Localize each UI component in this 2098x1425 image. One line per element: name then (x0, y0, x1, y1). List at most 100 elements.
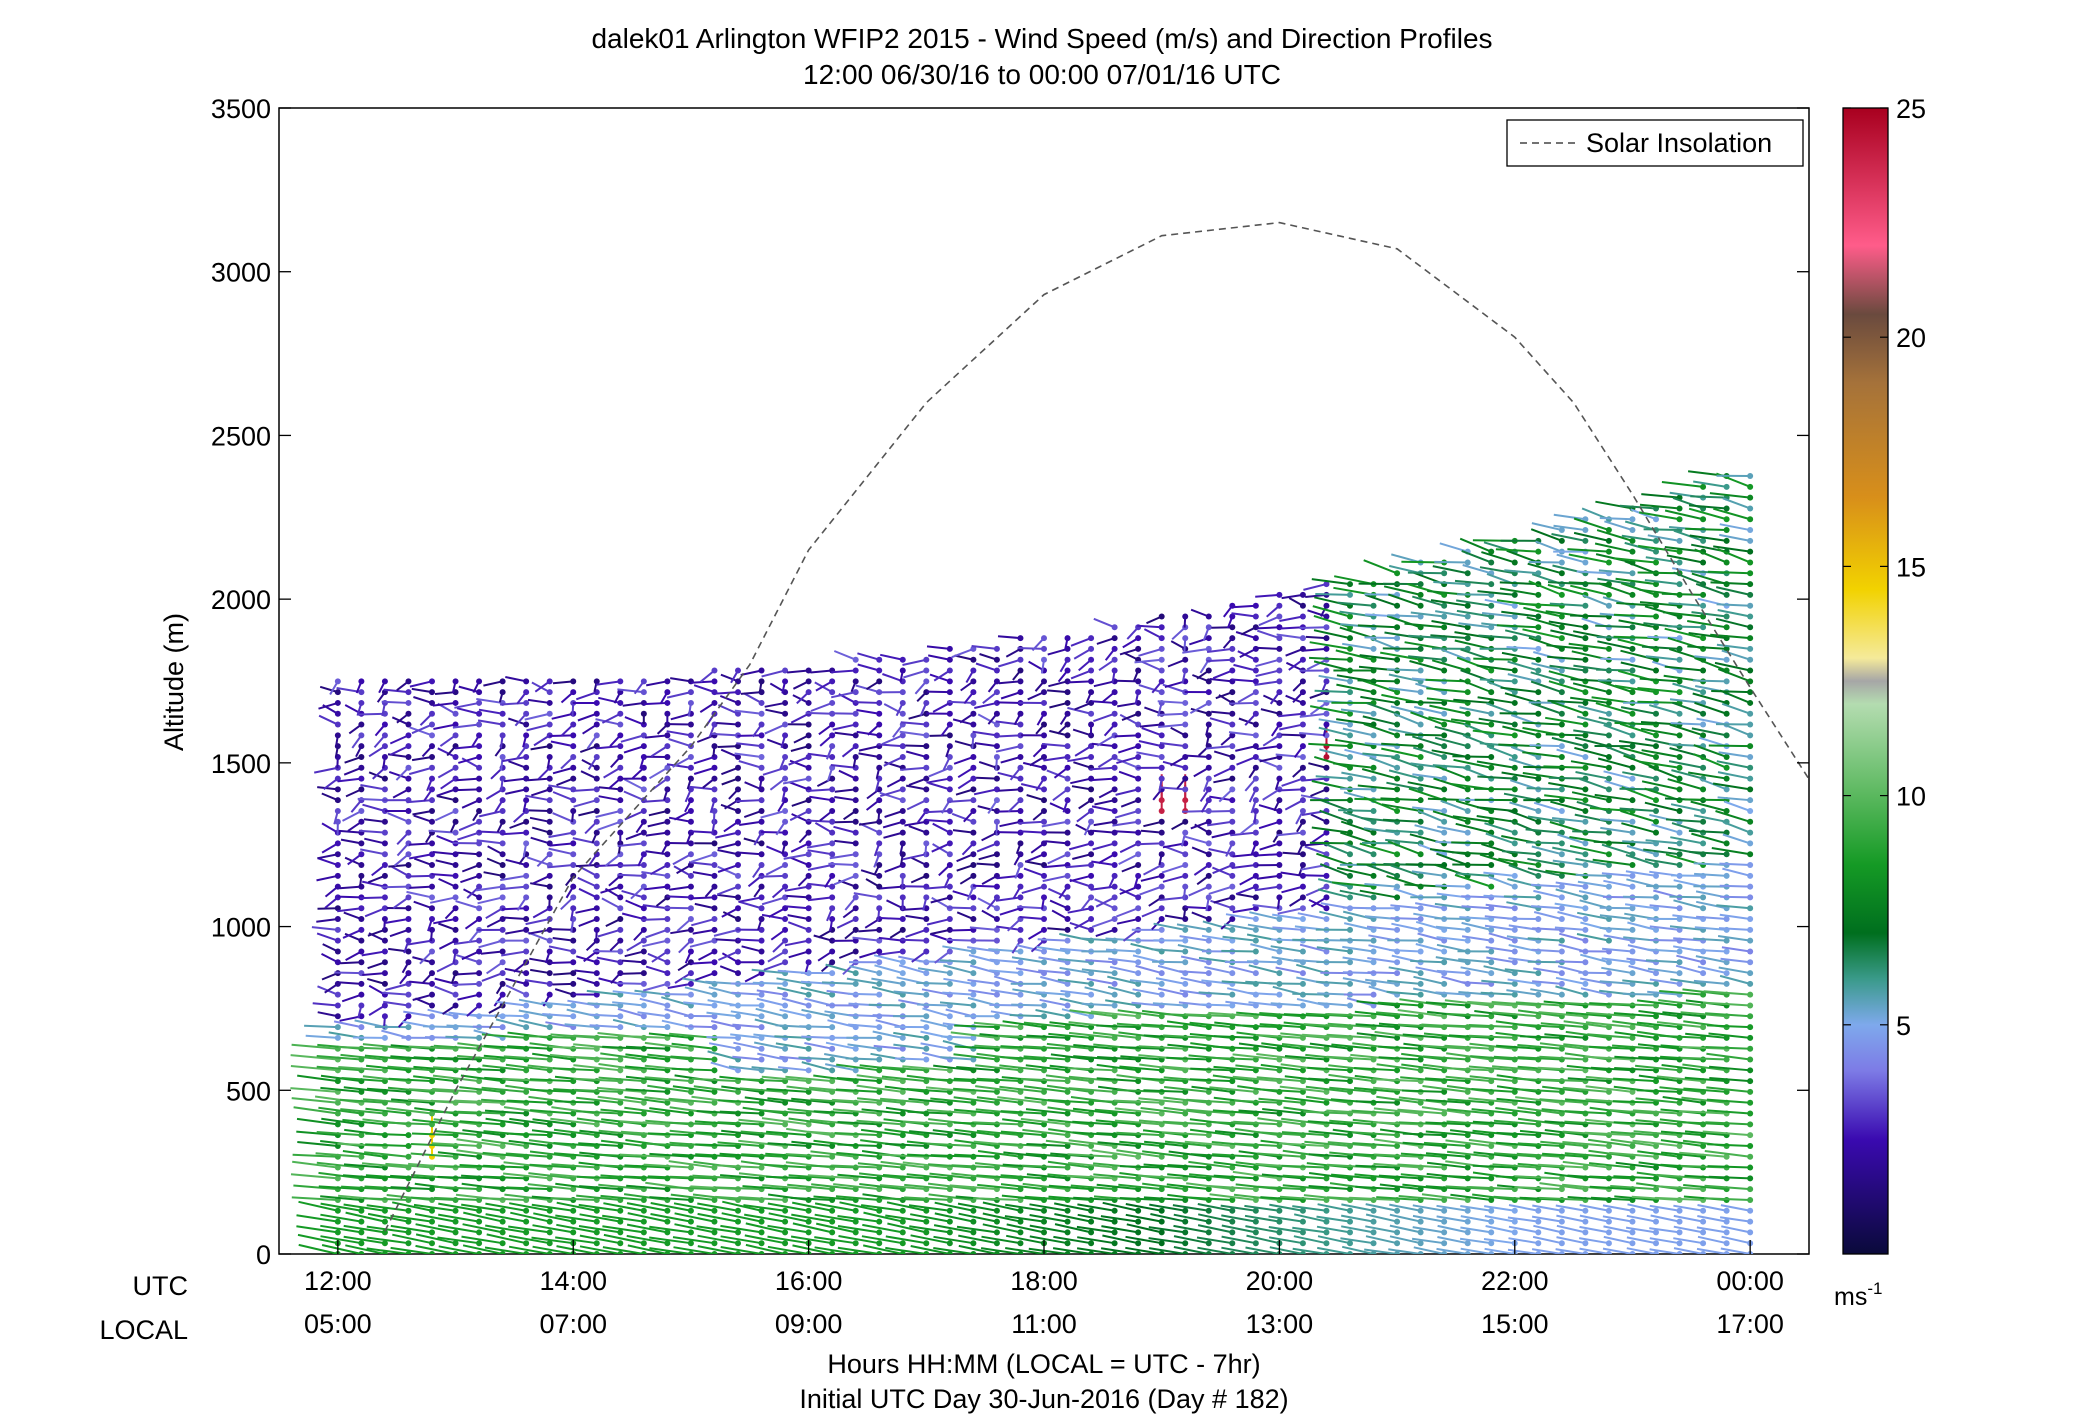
wind-barb-point (711, 1067, 718, 1074)
wind-barb-point (640, 753, 647, 760)
wind-barb-point (758, 775, 765, 782)
wind-barb-shaft (456, 788, 480, 792)
wind-barb-point (546, 1207, 553, 1214)
wind-barb-point (452, 732, 459, 739)
wind-barb-shaft (693, 1085, 739, 1093)
wind-barb-point (405, 1240, 412, 1247)
wind-barb-shaft (1019, 830, 1045, 834)
wind-barb-point (946, 1013, 953, 1020)
wind-barb-shaft (618, 864, 644, 867)
wind-barb-shaft (432, 1074, 480, 1083)
wind-barb-shaft (532, 1118, 574, 1126)
wind-barb-point (1111, 991, 1118, 998)
wind-barb-shaft (437, 747, 456, 758)
wind-barb-point (711, 872, 718, 879)
wind-barb-point (805, 1132, 812, 1139)
wind-barb-point (735, 807, 741, 814)
wind-barb-point (899, 840, 906, 847)
wind-barb-point (523, 721, 530, 728)
wind-barb-point (476, 937, 483, 944)
wind-barb-point (923, 678, 930, 685)
wind-barb-shaft (1018, 820, 1045, 825)
wind-barb-shaft (853, 701, 880, 704)
wind-barb-shaft (436, 961, 456, 973)
wind-barb-point (499, 1240, 506, 1247)
wind-barb-shaft (533, 1212, 574, 1223)
wind-barb-shaft (368, 1004, 386, 1016)
wind-barb-point (923, 894, 930, 901)
wind-barb-point (758, 959, 765, 966)
wind-barb-shaft (717, 893, 739, 899)
wind-barb-point (687, 905, 694, 912)
wind-barb-point (546, 678, 553, 685)
wind-barb-point (546, 775, 553, 782)
wind-barb-point (923, 1034, 930, 1041)
wind-barb-point (640, 926, 647, 933)
wind-barb-shaft (383, 1000, 409, 1007)
wind-barb-point (758, 764, 765, 771)
wind-barb-point (1017, 667, 1024, 674)
wind-barb-point (1323, 818, 1330, 825)
wind-barb-point (593, 753, 600, 760)
wind-barb-point (758, 862, 765, 869)
wind-barb-shaft (342, 928, 362, 939)
wind-barb-point (452, 937, 459, 944)
wind-barb-point (1299, 894, 1306, 901)
wind-barb-point (899, 948, 906, 955)
wind-barb-point (476, 1218, 483, 1225)
wind-barb-shaft (754, 1041, 786, 1050)
wind-barb-point (499, 1207, 506, 1214)
wind-barb-shaft (433, 1196, 480, 1201)
wind-barb-shaft (651, 950, 668, 963)
wind-barb-shaft (305, 1034, 338, 1039)
wind-barb-shaft (548, 847, 574, 856)
wind-barb-shaft (596, 1086, 644, 1093)
wind-barb-point (1252, 916, 1259, 923)
wind-barb-point (782, 1218, 789, 1225)
wind-barb-shaft (645, 831, 668, 837)
wind-barb-shaft (807, 864, 833, 871)
wind-barb-point (1205, 689, 1212, 696)
wind-barb-shaft (744, 1234, 786, 1245)
wind-barb-shaft (342, 810, 362, 822)
wind-barb-point (499, 775, 506, 782)
wind-barb-shaft (672, 1236, 715, 1245)
wind-barb-point (946, 829, 953, 836)
wind-barb-point (758, 905, 765, 912)
wind-barb-point (758, 1229, 765, 1236)
wind-barb-shaft (626, 939, 645, 952)
wind-barb-point (617, 699, 624, 706)
wind-barb-point (1088, 656, 1095, 663)
wind-barb-shaft (761, 669, 786, 678)
wind-barb-point (1323, 710, 1330, 717)
wind-barb-point (1064, 775, 1071, 782)
wind-barb-shaft (1184, 906, 1209, 910)
wind-barb-point (405, 937, 412, 944)
wind-barb-shaft (508, 1234, 550, 1245)
wind-barb-shaft (595, 810, 621, 818)
wind-barb-point (1276, 959, 1283, 966)
wind-barb-point (546, 689, 553, 696)
wind-barb-shaft (437, 1151, 480, 1158)
wind-barb-shaft (674, 1223, 715, 1234)
wind-barb-point (617, 1229, 624, 1236)
wind-barb-point (1205, 872, 1212, 879)
wind-barb-point (993, 743, 1000, 750)
wind-barb-shaft (689, 939, 715, 948)
wind-barb-point (664, 1002, 671, 1009)
wind-barb-point (946, 1229, 953, 1236)
wind-barb-shaft (408, 766, 433, 776)
wind-barb-point (1158, 872, 1165, 879)
wind-barb-point (923, 667, 930, 674)
wind-barb-point (523, 829, 530, 836)
wind-barb-point (476, 883, 483, 890)
wind-barb-point (499, 721, 506, 728)
wind-barb-point (1276, 678, 1283, 685)
wind-barb-shaft (737, 734, 762, 737)
wind-barb-point (829, 1045, 836, 1052)
wind-barb-point (358, 1229, 365, 1236)
wind-barb-point (593, 818, 600, 825)
wind-barb-shaft (602, 1045, 644, 1050)
wind-barb-shaft (508, 1225, 550, 1234)
wind-barb-shaft (710, 1061, 739, 1072)
